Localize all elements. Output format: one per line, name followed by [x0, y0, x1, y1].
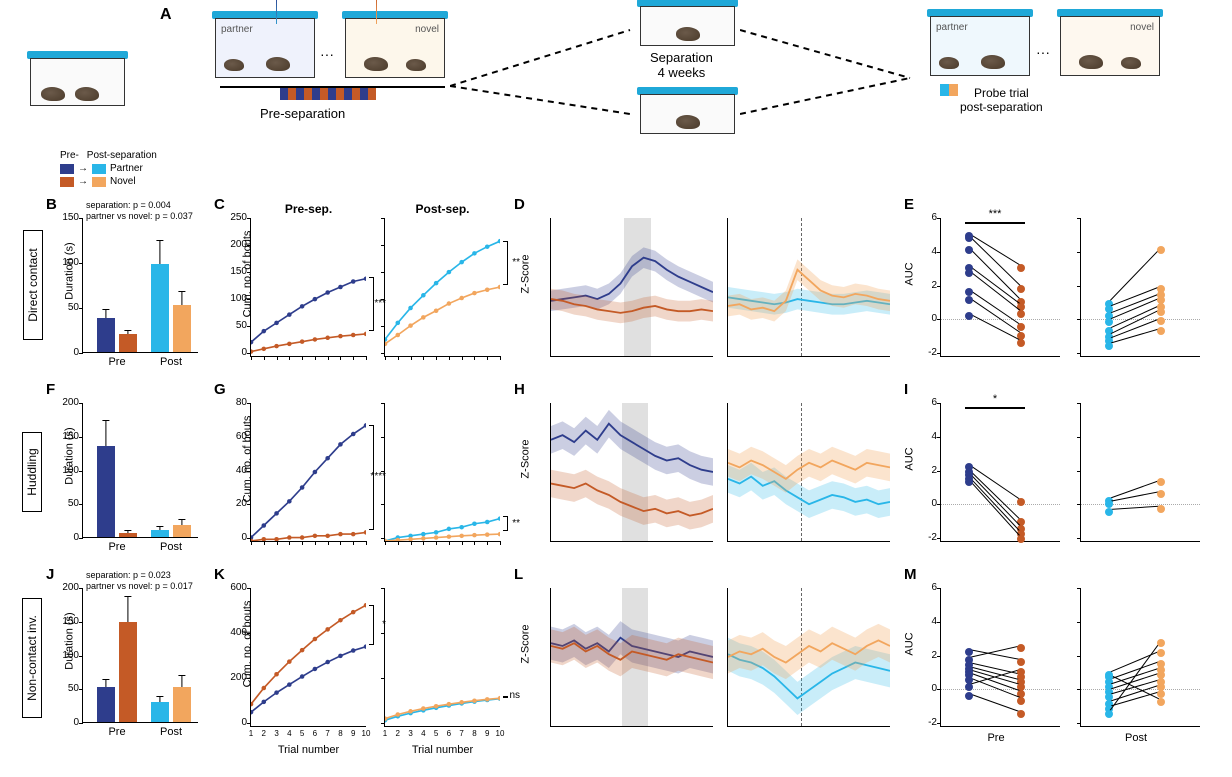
trace-plot-post: [727, 403, 890, 542]
trace-plot-pre: -3-2-10123: [550, 403, 713, 542]
cage-sep-1: [640, 6, 735, 46]
cage-pair: [30, 58, 125, 106]
bar: [119, 622, 137, 722]
legend-novel-post-swatch: [92, 177, 106, 187]
trial-blocks-probe: [940, 84, 960, 96]
bar-chart: Duration (s)050100150200PrePost: [82, 403, 198, 538]
bar: [151, 530, 169, 537]
bar: [97, 446, 115, 537]
auc-plot-pre: -20246***: [940, 218, 1060, 357]
bar: [173, 525, 191, 537]
arrow-icon: →: [78, 163, 88, 174]
trace-plot-post: 1 sec: [727, 588, 890, 727]
bar: [119, 334, 137, 352]
cage-preset-partner: partner: [215, 18, 315, 78]
cum-plot-pre: 020406080****: [250, 403, 366, 542]
cum-plot-post: Post-sep.**: [384, 218, 500, 357]
novel-label: novel: [415, 24, 439, 35]
auc-plot-pre: -20246Pre: [940, 588, 1060, 727]
panel-label: J: [46, 566, 54, 583]
auc-plot-pre: -20246*: [940, 403, 1060, 542]
plot-grid: Bseparation: p = 0.004partner vs novel: …: [0, 200, 1222, 769]
legend-novel-pre-swatch: [60, 177, 74, 187]
auc-plot-post: [1080, 403, 1200, 542]
figure: A partner ··· novel: [0, 0, 1232, 777]
bar: [119, 533, 137, 537]
panel-label: B: [46, 196, 57, 213]
cum-plot-post: 12345678910Trial numberns: [384, 588, 500, 727]
legend-partner-label: Partner: [110, 163, 143, 174]
panel-label: L: [514, 566, 523, 583]
cage-sep-2: [640, 94, 735, 134]
cage-preset-novel: novel: [345, 18, 445, 78]
panel-a-schematic: partner ··· novel Pre-separation: [160, 8, 1202, 138]
panel-label: M: [904, 566, 917, 583]
bar-chart: Duration (s)050100150PrePost: [82, 218, 198, 353]
trace-plot-post: Post-sep.: [727, 218, 890, 357]
bar-chart: Duration (s)050100150200PrePost: [82, 588, 198, 723]
cage-probe-novel: novel: [1060, 16, 1160, 76]
bar: [151, 264, 169, 352]
auc-plot-post: [1080, 218, 1200, 357]
panel-label: D: [514, 196, 525, 213]
trial-blocks-pre: [280, 88, 390, 100]
legend: Pre- Post-separation → Partner → Novel: [60, 150, 157, 189]
legend-partner-post-swatch: [92, 164, 106, 174]
dashed-connector-1: [450, 18, 660, 128]
stage-sep-label: Separation 4 weeks: [650, 50, 713, 80]
cum-plot-post: **: [384, 403, 500, 542]
bar: [151, 702, 169, 722]
panel-label: I: [904, 381, 908, 398]
legend-novel-label: Novel: [110, 176, 136, 187]
bar: [173, 687, 191, 722]
panel-label: K: [214, 566, 225, 583]
panel-label: G: [214, 381, 226, 398]
panel-label: C: [214, 196, 225, 213]
arrow-icon: →: [78, 176, 88, 187]
panel-label: E: [904, 196, 914, 213]
trace-plot-pre: -2-10123: [550, 588, 713, 727]
cum-plot-pre: 020040060012345678910Trial number*: [250, 588, 366, 727]
stage-probe-label: Probe trial post-separation: [960, 86, 1043, 114]
trace-plot-pre: Pre-sep.-20246: [550, 218, 713, 357]
partner-label: partner: [221, 24, 253, 35]
panel-label: H: [514, 381, 525, 398]
legend-partner-pre-swatch: [60, 164, 74, 174]
dashed-connector-2: [740, 18, 930, 128]
auc-plot-post: Post: [1080, 588, 1200, 727]
bar: [97, 318, 115, 352]
cum-plot-pre: Pre-sep.050100150200250***: [250, 218, 366, 357]
cage-probe-partner: partner: [930, 16, 1030, 76]
bar: [173, 305, 191, 352]
bar: [97, 687, 115, 722]
panel-label: F: [46, 381, 55, 398]
stage-pre-label: Pre-separation: [260, 106, 345, 121]
